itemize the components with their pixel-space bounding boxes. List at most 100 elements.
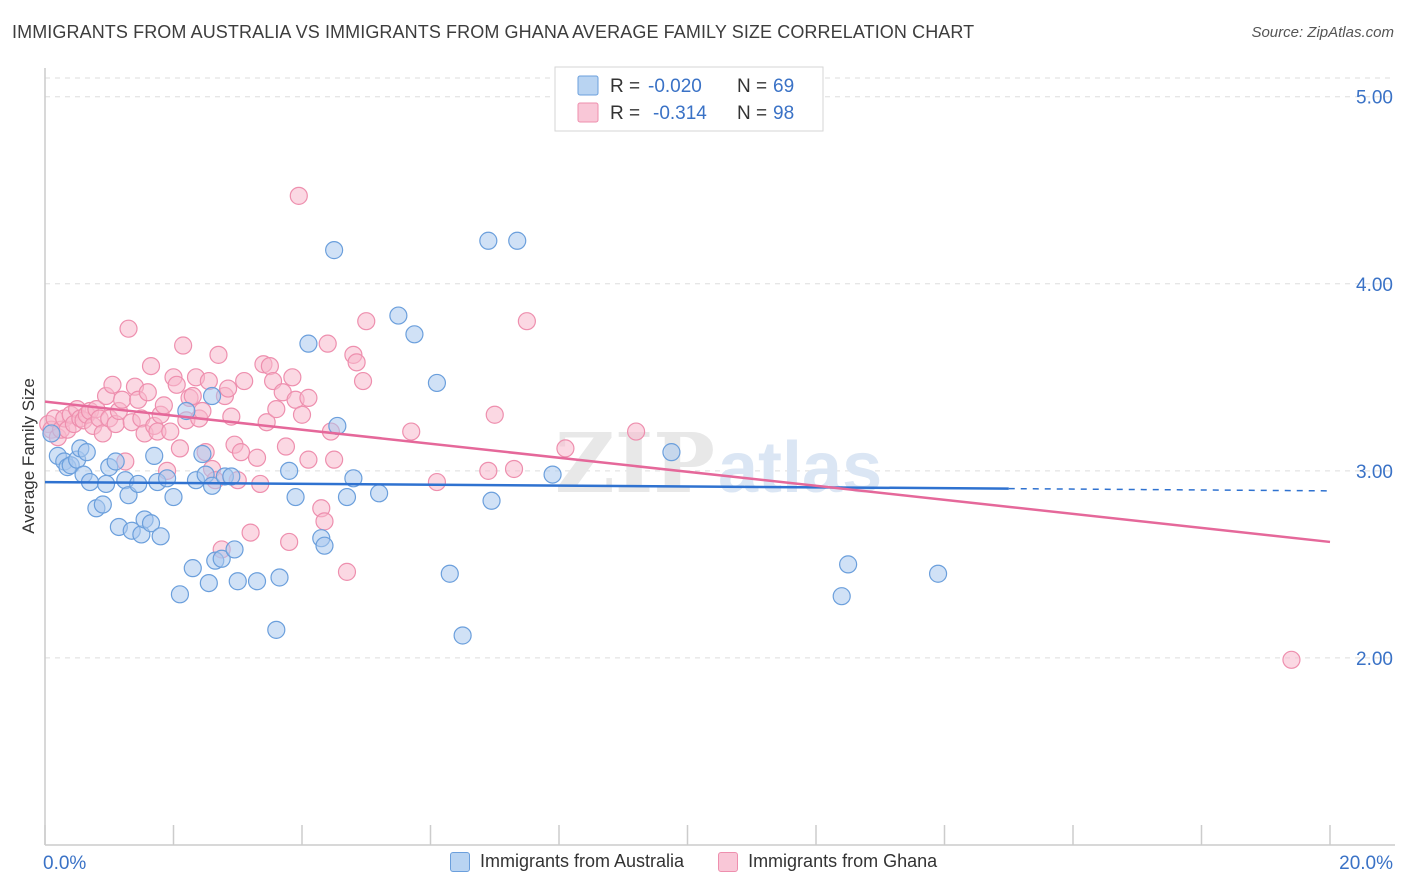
- legend-n-label-ghana: N =: [737, 103, 767, 124]
- ghana-point: [289, 186, 308, 205]
- australia-point: [202, 386, 222, 406]
- ghana-point: [479, 461, 498, 480]
- chart-title: IMMIGRANTS FROM AUSTRALIA VS IMMIGRANTS …: [12, 22, 975, 42]
- tick-label-layer: 2.00 3.00 4.00 5.00 0.0% 20.0%: [43, 88, 1393, 874]
- legend-swatch-australia-bottom: [450, 851, 470, 872]
- legend-item-australia[interactable]: Immigrants from Australia: [450, 851, 684, 872]
- ghana-point: [337, 562, 357, 581]
- australia-point: [286, 487, 305, 507]
- australia-point: [222, 467, 241, 486]
- australia-point: [225, 540, 244, 559]
- axes-layer: [44, 68, 1395, 846]
- ghana-point: [138, 383, 157, 402]
- australia-point: [183, 559, 202, 578]
- australia-point: [267, 620, 286, 639]
- australia-point: [93, 495, 112, 514]
- ghana-point: [167, 375, 186, 394]
- ghana-point: [247, 448, 267, 467]
- ghana-point: [276, 437, 296, 456]
- legend-item-ghana[interactable]: Immigrants from Ghana: [718, 851, 937, 872]
- australia-point: [440, 564, 459, 583]
- ghana-point: [318, 334, 337, 353]
- ghana-point: [315, 512, 334, 531]
- legend-n-value-ghana: 98: [773, 103, 794, 124]
- ghana-point: [353, 371, 373, 391]
- points-layer: [39, 186, 1301, 669]
- y-tick-label: 2.00: [1356, 649, 1393, 670]
- ghana-trend-line: [44, 400, 1331, 544]
- ghana-point: [299, 388, 318, 407]
- y-tick-label: 3.00: [1356, 462, 1393, 483]
- ghana-point: [241, 523, 260, 542]
- ghana-point: [103, 375, 122, 394]
- ghana-point: [1282, 650, 1301, 669]
- ghana-point: [219, 379, 238, 398]
- australia-point: [405, 325, 424, 344]
- australia-point: [344, 469, 363, 488]
- ghana-point: [504, 459, 524, 479]
- ghana-point: [485, 405, 504, 424]
- ghana-point: [283, 368, 302, 387]
- australia-point: [389, 306, 408, 325]
- australia-trend-line: [44, 480, 1009, 490]
- ghana-point: [325, 450, 344, 469]
- legend-swatch-ghana: [577, 102, 599, 123]
- ghana-point: [199, 371, 218, 391]
- watermark: ZIP atlas: [555, 416, 882, 512]
- legend-label-australia: Immigrants from Australia: [480, 851, 685, 871]
- legend-r-value-australia: -0.020: [648, 76, 702, 97]
- australia-point: [193, 444, 212, 464]
- ghana-point: [209, 345, 228, 364]
- australia-point: [164, 487, 183, 507]
- ghana-point: [112, 390, 132, 409]
- australia-point: [199, 573, 218, 593]
- ghana-point: [154, 396, 173, 415]
- ghana-point: [174, 336, 193, 355]
- australia-point: [832, 587, 851, 606]
- ghana-point: [427, 472, 447, 492]
- legend-n-value-australia: 69: [773, 76, 794, 97]
- legend-r-label-australia: R =: [610, 76, 640, 97]
- ghana-point: [141, 356, 161, 376]
- ghana-point: [517, 312, 536, 331]
- australia-point: [228, 572, 247, 591]
- ghana-point: [170, 439, 190, 458]
- australia-trend-extension: [1008, 487, 1331, 492]
- ghana-point: [183, 386, 202, 406]
- australia-point: [482, 491, 501, 510]
- x-tick-label-end: 20.0%: [1339, 853, 1393, 874]
- australia-point: [170, 585, 190, 604]
- bottom-legend: Immigrants from Australia Immigrants fro…: [450, 851, 971, 872]
- australia-point: [96, 474, 116, 494]
- australia-point: [157, 469, 177, 488]
- australia-point: [299, 334, 318, 353]
- legend-n-label-australia: N =: [737, 76, 767, 97]
- ghana-point: [357, 312, 376, 331]
- y-axis-label: Average Family Size: [19, 378, 38, 534]
- ghana-point: [626, 422, 646, 441]
- legend-swatch-ghana-bottom: [718, 851, 739, 872]
- ghana-point: [231, 443, 251, 462]
- watermark-atlas: atlas: [718, 428, 882, 508]
- ghana-point: [260, 356, 279, 376]
- australia-point: [247, 572, 267, 591]
- australia-point: [77, 443, 96, 462]
- australia-point: [337, 487, 357, 507]
- ghana-point: [235, 371, 254, 391]
- australia-point: [839, 555, 858, 574]
- australia-point: [453, 626, 472, 645]
- ghana-point: [556, 439, 575, 458]
- australia-point: [202, 476, 222, 495]
- australia-point: [427, 373, 447, 393]
- ghana-point: [402, 422, 421, 441]
- ghana-point: [161, 422, 180, 441]
- australia-point: [177, 401, 196, 421]
- ghana-point: [292, 405, 312, 424]
- australia-point: [315, 536, 334, 555]
- australia-point: [106, 452, 125, 471]
- australia-point: [325, 241, 344, 260]
- y-tick-label: 4.00: [1356, 275, 1393, 296]
- australia-point: [543, 465, 562, 484]
- legend-r-label-ghana: R =: [610, 103, 640, 124]
